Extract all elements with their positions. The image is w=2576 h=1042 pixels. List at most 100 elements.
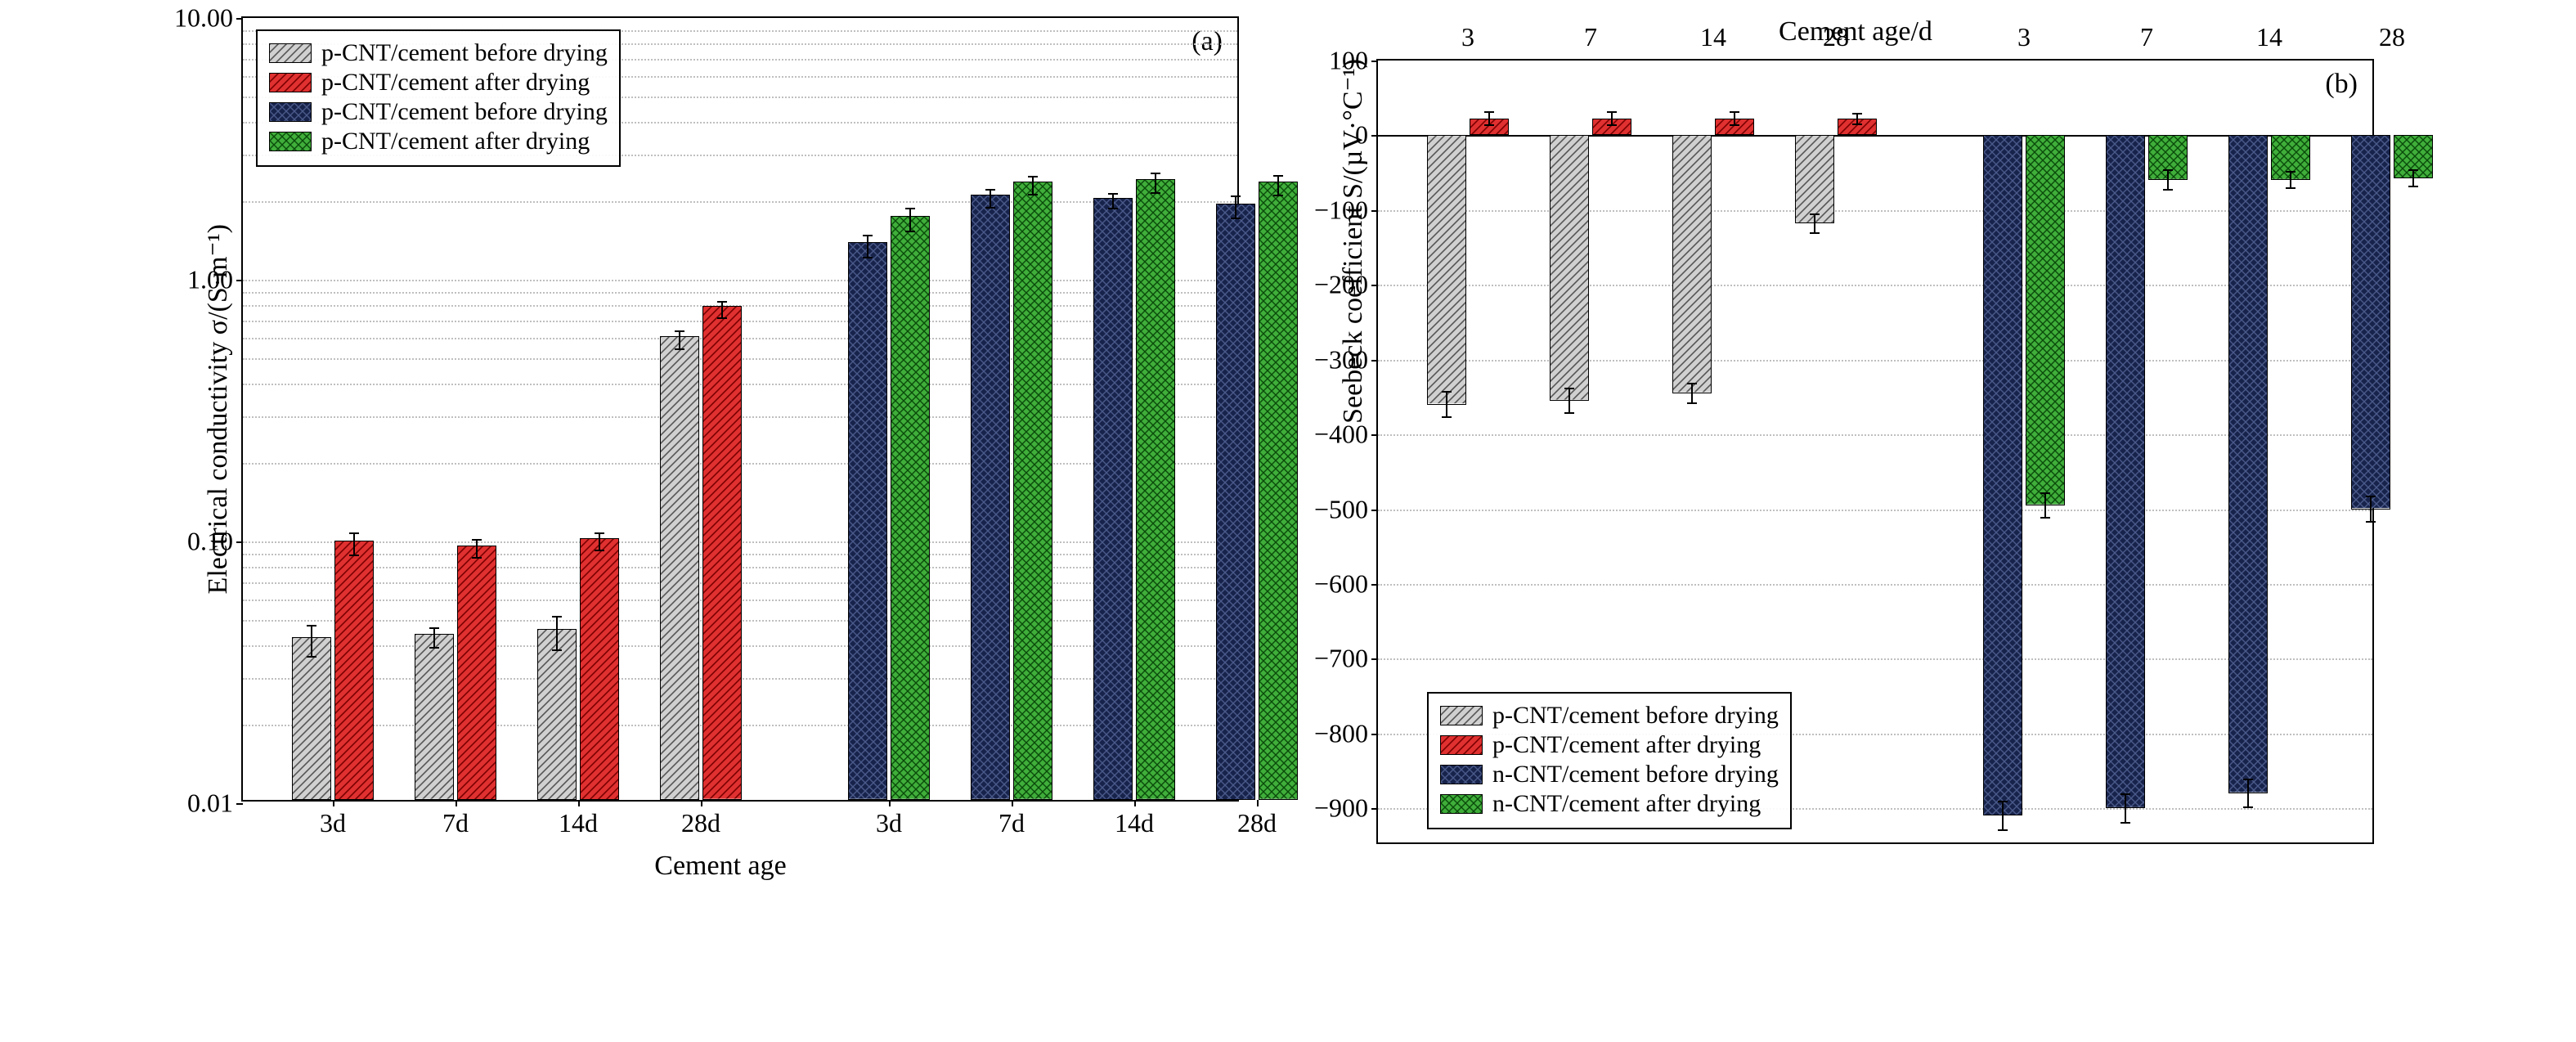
- legend-swatch: [269, 102, 312, 122]
- y-tick-label: 0.10: [187, 527, 243, 557]
- bar: [971, 195, 1010, 800]
- y-tick-label: −800: [1314, 718, 1378, 748]
- legend-swatch: [269, 132, 312, 151]
- y-tick: [236, 280, 243, 281]
- legend: p-CNT/cement before dryingp-CNT/cement a…: [256, 29, 621, 167]
- error-bar: [1568, 388, 1570, 415]
- legend-label: p-CNT/cement before drying: [321, 39, 608, 67]
- error-bar: [2412, 169, 2414, 187]
- x-tick-label: 14d: [559, 800, 598, 838]
- bar: [2106, 135, 2145, 808]
- y-tick: [1371, 734, 1378, 735]
- legend-label: n-CNT/cement after drying: [1492, 790, 1761, 818]
- y-tick: [236, 18, 243, 20]
- error-bar: [2125, 793, 2126, 824]
- y-tick: [1371, 434, 1378, 436]
- y-tick-label: −700: [1314, 644, 1378, 674]
- y-tick: [1371, 584, 1378, 586]
- y-tick: [1371, 210, 1378, 212]
- x-tick-label: 3: [1461, 22, 1474, 61]
- figure-row: Electrical conductivity σ/(S·m⁻¹) (a) 0.…: [16, 16, 2560, 882]
- bar: [1259, 182, 1298, 800]
- legend-swatch: [1440, 706, 1483, 725]
- panel-b-xlabel: Cement age/d: [1779, 16, 1932, 47]
- legend-label: p-CNT/cement before drying: [1492, 702, 1779, 730]
- error-bar: [1446, 391, 1447, 418]
- error-bar: [556, 616, 558, 652]
- y-tick-label: −600: [1314, 569, 1378, 600]
- y-tick-label: 10.00: [174, 3, 243, 34]
- error-bar: [1691, 383, 1693, 404]
- legend-item: p-CNT/cement before drying: [269, 39, 608, 67]
- legend-swatch: [1440, 765, 1483, 784]
- error-bar: [990, 189, 991, 209]
- y-tick-label: −100: [1314, 195, 1378, 225]
- y-tick-label: −300: [1314, 344, 1378, 375]
- legend-label: n-CNT/cement before drying: [1492, 761, 1779, 788]
- y-tick-label: 0.01: [187, 788, 243, 819]
- error-bar: [1032, 176, 1034, 195]
- bar: [1136, 179, 1175, 800]
- bar: [2026, 135, 2065, 505]
- error-bar: [2370, 496, 2372, 523]
- legend-label: p-CNT/cement after drying: [1492, 731, 1761, 759]
- error-bar: [1814, 213, 1815, 235]
- legend-label: p-CNT/cement after drying: [321, 69, 590, 97]
- x-tick-label: 3d: [876, 800, 902, 838]
- legend-label: p-CNT/cement after drying: [321, 128, 590, 155]
- gridline: [1378, 510, 2372, 511]
- legend-item: p-CNT/cement before drying: [1440, 702, 1779, 730]
- y-tick-label: −200: [1314, 270, 1378, 300]
- legend-item: p-CNT/cement after drying: [1440, 731, 1779, 759]
- legend-item: p-CNT/cement after drying: [269, 69, 608, 97]
- legend: p-CNT/cement before dryingp-CNT/cement a…: [1427, 692, 1792, 829]
- error-bar: [1611, 111, 1613, 126]
- error-bar: [1235, 195, 1236, 219]
- bar: [1216, 204, 1255, 800]
- error-bar: [2247, 779, 2249, 809]
- x-tick-label: 28: [1823, 22, 1849, 61]
- y-tick: [1371, 285, 1378, 286]
- y-tick: [1371, 135, 1378, 137]
- x-tick-label: 7d: [999, 800, 1025, 838]
- bar: [702, 306, 742, 800]
- error-bar: [1856, 113, 1858, 125]
- error-bar: [2044, 492, 2046, 519]
- x-tick-label: 14: [2256, 22, 2282, 61]
- x-tick-label: 28d: [1237, 800, 1277, 838]
- bar: [660, 336, 699, 800]
- y-tick-label: −900: [1314, 793, 1378, 824]
- bar: [1427, 135, 1466, 404]
- bar: [1093, 198, 1133, 800]
- legend-swatch: [269, 43, 312, 63]
- bar: [891, 216, 930, 800]
- error-bar: [1277, 175, 1279, 197]
- bar: [1795, 135, 1834, 223]
- bar: [334, 541, 374, 800]
- error-bar: [721, 301, 723, 319]
- bar: [415, 634, 454, 800]
- legend-item: n-CNT/cement before drying: [1440, 761, 1779, 788]
- y-tick: [1371, 360, 1378, 362]
- error-bar: [433, 627, 435, 649]
- gridline: [1378, 210, 2372, 212]
- bar: [1550, 135, 1589, 401]
- bar: [2351, 135, 2390, 509]
- bar: [2228, 135, 2268, 793]
- y-tick: [1371, 808, 1378, 810]
- gridline: [1378, 285, 2372, 286]
- panel-b: Cement age/d Seebeck coefficient S/(µV·°…: [1337, 16, 2374, 844]
- error-bar: [867, 235, 868, 258]
- legend-label: p-CNT/cement before drying: [321, 98, 608, 126]
- y-tick: [1371, 658, 1378, 660]
- y-tick-label: 1.00: [187, 265, 243, 295]
- y-tick: [236, 541, 243, 543]
- error-bar: [599, 532, 600, 550]
- legend-swatch: [269, 73, 312, 92]
- y-tick: [236, 803, 243, 805]
- bar: [537, 629, 577, 800]
- error-bar: [909, 208, 911, 232]
- gridline: [243, 280, 1237, 281]
- error-bar: [353, 532, 355, 555]
- error-bar: [2290, 171, 2291, 189]
